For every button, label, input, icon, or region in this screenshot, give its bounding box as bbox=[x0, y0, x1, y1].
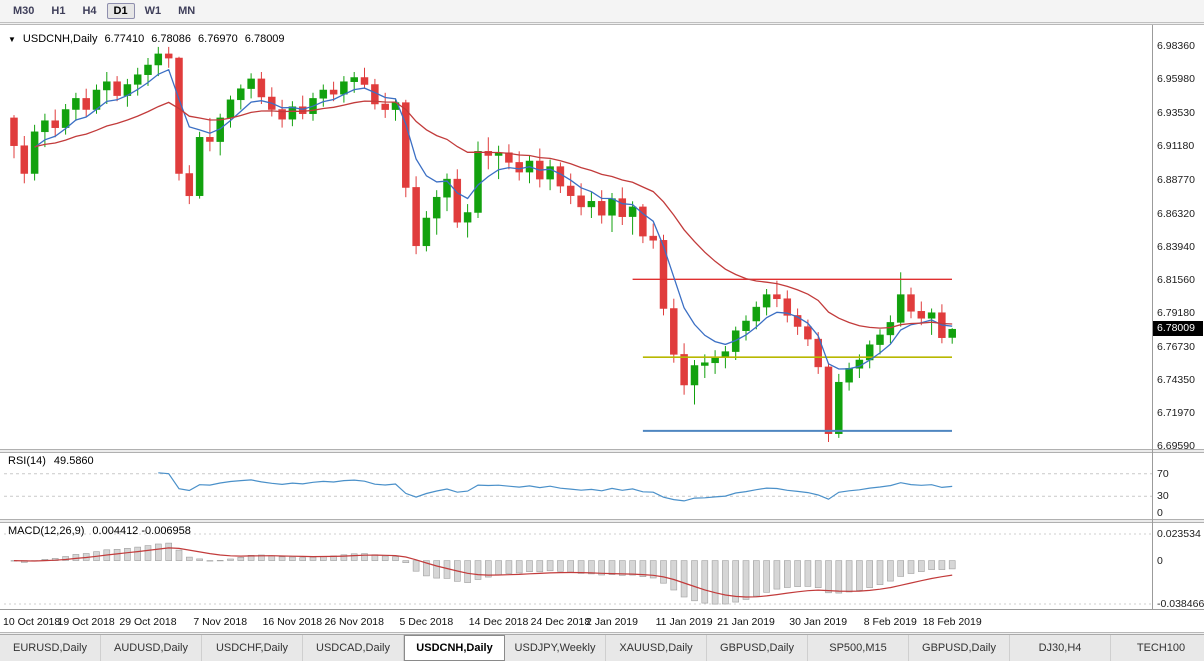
chart-symbol: USDCNH,Daily bbox=[22, 33, 98, 45]
chart-tab-usdjpy-weekly[interactable]: USDJPY,Weekly bbox=[505, 635, 606, 661]
chart-tab-eurusd-daily[interactable]: EURUSD,Daily bbox=[0, 635, 101, 661]
rsi-value: 49.5860 bbox=[53, 455, 94, 467]
price-axis-separator bbox=[1152, 25, 1153, 609]
time-axis-label: 16 Nov 2018 bbox=[262, 616, 323, 628]
time-axis-label: 5 Dec 2018 bbox=[399, 616, 454, 628]
rsi-title: RSI(14) bbox=[8, 455, 46, 467]
macd-chart[interactable] bbox=[4, 523, 1152, 609]
rsi-header: RSI(14) 49.5860 bbox=[8, 455, 94, 467]
chart-dropdown-icon[interactable]: ▼ bbox=[8, 34, 16, 44]
macd-axis-label: 0 bbox=[1157, 555, 1163, 567]
timeframe-button-m30[interactable]: M30 bbox=[13, 5, 35, 17]
ohlc-low: 6.76970 bbox=[198, 33, 238, 45]
price-axis-label: 6.76730 bbox=[1157, 341, 1195, 353]
price-axis-label: 6.74350 bbox=[1157, 374, 1195, 386]
macd-title: MACD(12,26,9) bbox=[8, 525, 85, 537]
macd-values: 0.004412 -0.006958 bbox=[92, 525, 191, 537]
chart-tab-tech100[interactable]: TECH100 bbox=[1111, 635, 1204, 661]
panel-splitter[interactable] bbox=[0, 449, 1204, 453]
timeframe-button-w1[interactable]: W1 bbox=[144, 5, 162, 17]
time-axis-label: 10 Oct 2018 bbox=[3, 616, 61, 628]
price-axis-label: 6.91180 bbox=[1157, 140, 1195, 152]
time-axis-label: 8 Feb 2019 bbox=[863, 616, 917, 628]
time-axis-label: 7 Nov 2018 bbox=[193, 616, 248, 628]
ohlc-open: 6.77410 bbox=[104, 33, 145, 45]
candlestick-chart[interactable] bbox=[4, 31, 1152, 451]
rsi-axis-label: 30 bbox=[1157, 490, 1169, 502]
rsi-axis-label: 70 bbox=[1157, 468, 1169, 480]
time-axis: 10 Oct 2018 19 Oct 2018 29 Oct 2018 7 Nov 2… bbox=[0, 613, 1204, 635]
time-axis-label: 14 Dec 2018 bbox=[468, 616, 529, 628]
timeframe-button-h1[interactable]: H1 bbox=[51, 5, 66, 17]
price-axis-label: 6.81560 bbox=[1157, 274, 1195, 286]
price-axis-label: 6.98360 bbox=[1157, 40, 1195, 52]
time-axis-label: 24 Dec 2018 bbox=[530, 616, 591, 628]
time-axis-label: 30 Jan 2019 bbox=[789, 616, 848, 628]
panel-splitter[interactable] bbox=[0, 519, 1204, 523]
timeframe-button-mn[interactable]: MN bbox=[178, 5, 196, 17]
chart-tab-gbpusd-daily[interactable]: GBPUSD,Daily bbox=[909, 635, 1010, 661]
time-axis-label: 18 Feb 2019 bbox=[922, 616, 982, 628]
price-axis-label: 6.83940 bbox=[1157, 241, 1195, 253]
chart-tab-usdchf-daily[interactable]: USDCHF,Daily bbox=[202, 635, 303, 661]
chart-tab-gbpusd-daily[interactable]: GBPUSD,Daily bbox=[707, 635, 808, 661]
price-axis-label: 6.86320 bbox=[1157, 208, 1195, 220]
time-axis-label: 26 Nov 2018 bbox=[324, 616, 384, 628]
time-axis-label: 19 Oct 2018 bbox=[57, 616, 115, 628]
timeframe-button-d1[interactable]: D1 bbox=[106, 3, 135, 19]
rsi-axis-label: 0 bbox=[1157, 507, 1163, 519]
ohlc-high: 6.78086 bbox=[151, 33, 192, 45]
price-axis-label: 6.95980 bbox=[1157, 73, 1195, 85]
chart-tab-usdcnh-daily[interactable]: USDCNH,Daily bbox=[404, 635, 505, 661]
chart-tab-sp500-m15[interactable]: SP500,M15 bbox=[808, 635, 909, 661]
time-axis-separator bbox=[0, 609, 1204, 610]
price-axis-label: 6.93530 bbox=[1157, 107, 1195, 119]
right-axis: 6.98360 6.95980 6.93530 6.91180 6.88770 6.863… bbox=[1153, 25, 1204, 610]
rsi-chart[interactable] bbox=[4, 453, 1152, 519]
time-axis-label: 29 Oct 2018 bbox=[119, 616, 177, 628]
time-axis-label: 21 Jan 2019 bbox=[717, 616, 775, 628]
chart-tab-usdcad-daily[interactable]: USDCAD,Daily bbox=[303, 635, 404, 661]
macd-axis-label: -0.038466 bbox=[1157, 598, 1204, 610]
chart-tab-bar: EURUSD,Daily AUDUSD,Daily USDCHF,Daily USDC… bbox=[0, 634, 1204, 661]
macd-axis-label: 0.023534 bbox=[1157, 528, 1201, 540]
time-axis-label: 11 Jan 2019 bbox=[655, 616, 713, 628]
chart-tab-dj30-h4[interactable]: DJ30,H4 bbox=[1010, 635, 1111, 661]
time-axis-label: 2 Jan 2019 bbox=[585, 616, 638, 628]
ohlc-close: 6.78009 bbox=[244, 33, 285, 45]
chart-tab-xauusd-daily[interactable]: XAUUSD,Daily bbox=[606, 635, 707, 661]
price-axis-label: 6.69590 bbox=[1157, 440, 1195, 452]
chart-tab-audusd-daily[interactable]: AUDUSD,Daily bbox=[101, 635, 202, 661]
chart-header: ▼ USDCNH,Daily 6.77410 6.78086 6.76970 6… bbox=[8, 33, 285, 45]
current-price-badge: 6.78009 bbox=[1153, 321, 1203, 336]
chart-window: ▼ USDCNH,Daily 6.77410 6.78086 6.76970 6… bbox=[0, 24, 1204, 633]
price-axis-label: 6.79180 bbox=[1157, 307, 1195, 319]
timeframe-toolbar: M30 H1 H4 D1 W1 MN bbox=[0, 0, 1204, 23]
macd-header: MACD(12,26,9) 0.004412 -0.006958 bbox=[8, 525, 191, 537]
timeframe-button-h4[interactable]: H4 bbox=[82, 5, 97, 17]
price-axis-label: 6.71970 bbox=[1157, 407, 1195, 419]
price-axis-label: 6.88770 bbox=[1157, 174, 1195, 186]
